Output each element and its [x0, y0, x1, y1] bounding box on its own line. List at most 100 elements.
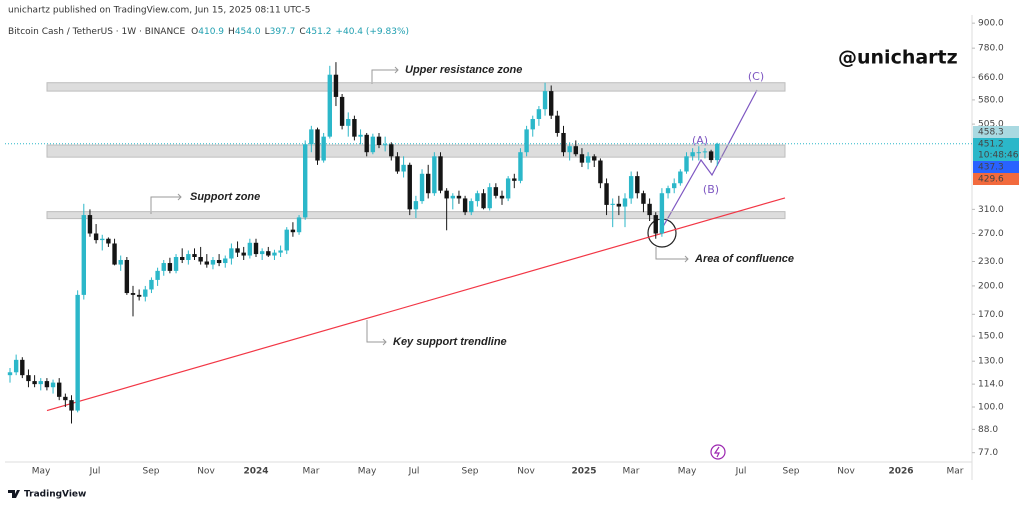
ohlc-value: 397.7 [270, 27, 296, 37]
x-tick-label: Sep [143, 467, 160, 477]
candle-body [505, 178, 511, 199]
y-tick-label: 270.0 [978, 229, 1004, 239]
candle-body [469, 201, 474, 213]
y-tick-label: 230.0 [978, 257, 1004, 267]
candle-body [585, 156, 591, 163]
candle-body [346, 118, 351, 126]
candle-body [87, 215, 93, 234]
candle-body [155, 270, 160, 280]
candle-body [296, 217, 302, 233]
candle-body [352, 118, 357, 137]
candle-body [278, 250, 283, 253]
x-tick-label: 2026 [888, 467, 913, 477]
candle-body [647, 203, 652, 216]
candle-body [678, 171, 683, 184]
ohlc-key: O [191, 27, 198, 37]
candle-body [444, 190, 449, 199]
candle-body [20, 359, 25, 376]
candle-body [518, 152, 523, 181]
candle-body [204, 261, 209, 265]
candle-body [309, 129, 314, 145]
candle-body [333, 74, 339, 97]
wave-path [659, 89, 758, 233]
candle-body [499, 195, 505, 199]
y-tick-label: 780.0 [978, 44, 1004, 54]
candle-body [44, 381, 50, 388]
connector [150, 193, 182, 214]
y-tick-label: 114.0 [978, 380, 1004, 390]
candle-body [358, 134, 363, 137]
candle-body [13, 359, 19, 373]
candle-body [407, 164, 412, 210]
countdown: 10:48:46 [978, 151, 1019, 161]
confluence-label: Area of confluence [694, 253, 794, 265]
candle-body [235, 248, 240, 253]
candle-body [216, 259, 222, 264]
candle-body [370, 136, 376, 153]
candle-body [180, 257, 185, 260]
candle-body [57, 382, 62, 397]
candle-body [167, 263, 173, 271]
candle-body [69, 400, 74, 411]
icon [710, 444, 726, 460]
trendline-label: Key support trendline [393, 336, 507, 348]
ohlc-value: 454.0 [235, 27, 261, 37]
candle-body [100, 238, 105, 241]
candle-body [136, 294, 142, 297]
candle-body [665, 188, 671, 194]
candle-body [438, 156, 443, 191]
x-tick-label: Nov [197, 467, 215, 477]
watermark: @unichartz [838, 47, 958, 69]
candle-body [143, 289, 148, 297]
candle-body [149, 279, 154, 290]
candle-body [450, 195, 455, 199]
candle-body [327, 74, 332, 137]
ohlc-key: H [228, 27, 235, 37]
candle-body [38, 381, 43, 385]
connector [366, 320, 387, 346]
x-tick-label: May [32, 467, 51, 477]
ohlc-value: 451.2 [306, 27, 332, 37]
candle-body [530, 118, 535, 130]
candle-body [106, 238, 111, 244]
candle-body [573, 146, 578, 155]
price-badge-label: 458.3 [978, 128, 1004, 138]
candle-body [426, 173, 431, 194]
candle-body [50, 382, 56, 388]
candle-body [542, 91, 548, 110]
candle-body [481, 193, 486, 209]
candle-body [229, 248, 234, 259]
candle-body [303, 144, 308, 218]
candle-body [26, 375, 31, 382]
candle-body [272, 252, 277, 256]
price-badge [973, 126, 1019, 138]
candle-body [610, 203, 615, 205]
candle-body [389, 144, 394, 157]
zone-label: Support zone [190, 191, 260, 203]
candle-body [321, 136, 326, 161]
icon [713, 446, 720, 458]
candle-body [672, 183, 677, 189]
price-badge-label: 429.6 [978, 175, 1004, 185]
candle-body [223, 258, 228, 264]
candle-body [641, 193, 646, 204]
price-badge-label: 437.3 [978, 163, 1004, 173]
connector [371, 66, 399, 84]
candle-body [118, 259, 123, 265]
candle-body [432, 156, 437, 194]
candle-body [32, 381, 37, 385]
x-tick-label: Jul [735, 467, 747, 477]
y-tick-label: 200.0 [978, 281, 1004, 291]
x-tick-label: 2024 [243, 467, 268, 477]
ohlc-key: C [299, 27, 305, 37]
candle-body [395, 156, 400, 172]
candle-body [259, 251, 265, 255]
candle-body [604, 183, 609, 205]
price-badge [973, 138, 1019, 161]
y-tick-label: 310.0 [978, 205, 1004, 215]
candle-body [690, 152, 695, 157]
footer: TradingView [24, 490, 86, 500]
